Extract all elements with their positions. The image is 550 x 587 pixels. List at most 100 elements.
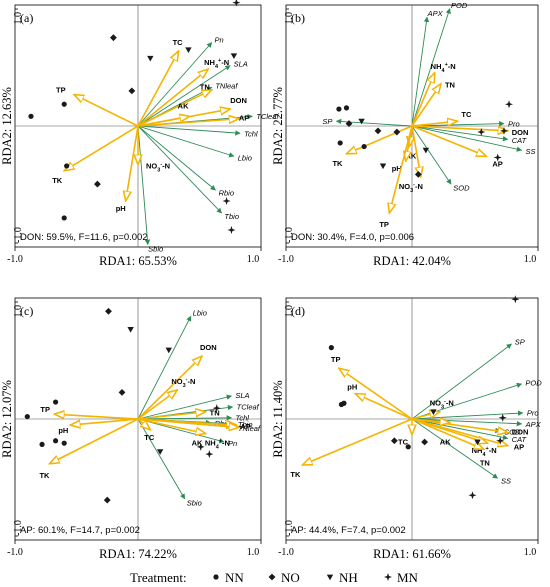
env-vector-label: TK — [39, 471, 50, 480]
env-vector-ap — [137, 119, 239, 127]
env-vector-label: TC — [461, 110, 472, 119]
env-vector-label: AK — [192, 439, 203, 448]
env-vector-ak — [411, 419, 450, 423]
x-axis-label: RDA1: 74.22% — [99, 547, 177, 561]
sample-point-mn — [477, 128, 486, 137]
panel-label: (c) — [20, 304, 33, 318]
y-tick-label: 1.0 — [13, 305, 24, 318]
response-vector-label: Lbio — [238, 153, 252, 162]
sample-point-no — [390, 437, 398, 445]
env-vector-tn — [137, 90, 212, 127]
env-vector-label: NH4+-N — [204, 58, 229, 70]
env-vector-tc — [411, 121, 457, 126]
legend-item-label: NN — [225, 570, 244, 585]
env-vector-tn — [411, 84, 441, 127]
response-vector-label: SOD — [504, 428, 521, 437]
response-vector-label: TCleaf — [256, 112, 279, 121]
sample-point-mn — [232, 0, 241, 7]
x-tick-label: 1.0 — [524, 254, 537, 265]
sample-point-nh — [230, 53, 238, 60]
stat-annotation: DON: 59.5%, F=11.6, p=0.002 — [20, 232, 148, 243]
response-vector-label: TNleaf — [238, 424, 261, 433]
sample-point-nn — [24, 413, 30, 420]
env-vector-label: TK — [52, 176, 63, 185]
env-vector-tn — [411, 418, 484, 449]
env-vector-label: TN — [445, 81, 455, 90]
response-vector-label: TNleaf — [215, 81, 238, 90]
response-vector-label: SS — [501, 477, 511, 486]
env-vector-label: AP — [492, 159, 502, 168]
response-vector-label: Sbio — [187, 498, 202, 507]
env-vector-label: TK — [332, 159, 343, 168]
sample-point-nn — [39, 441, 45, 448]
env-vector-nh4-n — [137, 418, 239, 427]
stat-annotation: AP: 60.1%, F=14.7, p=0.002 — [20, 525, 140, 536]
y-tick-label: -1.0 — [13, 520, 24, 536]
response-vector-label: SLA — [234, 59, 248, 68]
sample-point-mn — [499, 126, 508, 135]
x-tick-label: -1.0 — [7, 547, 23, 558]
response-vector-label: Tchl — [244, 130, 258, 139]
env-vector-ak — [137, 116, 190, 127]
x-tick-label: 1.0 — [524, 547, 537, 558]
env-vector-tc — [137, 418, 150, 430]
env-vector-tk — [64, 125, 139, 171]
sample-point-no — [421, 438, 428, 446]
env-vector-label: DON — [230, 96, 247, 105]
panel-label: (d) — [291, 304, 305, 318]
x-tick-label: -1.0 — [278, 254, 294, 265]
sample-point-nn — [52, 438, 59, 444]
sample-point-no — [110, 34, 117, 42]
x-axis-label: RDA1: 42.04% — [373, 254, 451, 268]
env-vector-label: NO3--N — [430, 399, 454, 411]
response-vector-label: Lbio — [193, 309, 207, 318]
response-vector-label: Pn — [228, 439, 237, 448]
sample-point-mn — [498, 413, 507, 422]
response-vector-apx — [411, 418, 523, 427]
response-vector-label: APX — [427, 9, 444, 18]
response-vector-sbio — [137, 418, 186, 500]
env-vector-tn — [137, 412, 206, 420]
env-vector-tc — [137, 51, 179, 127]
env-vector-label: NH4+-N — [472, 446, 497, 458]
response-vector-apx — [411, 16, 430, 127]
env-vector-label: TC — [173, 38, 184, 47]
env-vector-no3-n — [411, 125, 421, 177]
sample-point-nn — [61, 440, 67, 446]
sample-point-nh — [165, 347, 172, 354]
sample-point-nn — [64, 163, 70, 169]
env-vector-ap — [411, 125, 486, 156]
response-vector-tchl — [137, 415, 233, 421]
legend-marker-no — [268, 573, 276, 581]
env-vector-label: DON — [512, 427, 529, 436]
response-vector-label: SP — [322, 117, 332, 126]
env-vector-tp — [54, 414, 139, 419]
env-vector-nh4-n — [137, 69, 208, 127]
response-vector-cat — [411, 418, 509, 441]
response-vector-label: Tbio — [224, 212, 239, 221]
response-vector-sod — [411, 125, 452, 185]
sample-point-nn — [343, 105, 350, 111]
response-vector-label: Pro — [527, 409, 539, 418]
sample-point-no — [105, 307, 112, 315]
response-vector-label: APX — [525, 420, 542, 429]
sample-point-no — [414, 171, 422, 178]
sample-point-nh — [147, 55, 154, 62]
env-vector-label: AK — [440, 438, 451, 447]
env-vector-label: AP — [240, 422, 250, 431]
sample-point-mn — [212, 404, 221, 413]
response-vector-lbio — [137, 315, 192, 420]
env-vector-label: pH — [347, 383, 357, 392]
env-vector-label: TP — [40, 405, 50, 414]
env-vector-label: AK — [178, 101, 189, 110]
legend-item-label: NO — [281, 570, 300, 585]
env-vector-label: pH — [58, 426, 68, 435]
stat-annotation: DON: 30.4%, F=4.0, p=0.006 — [291, 232, 414, 243]
response-vector-cat — [411, 125, 509, 142]
env-vector-label: TP — [379, 220, 389, 229]
response-vector-sla — [137, 65, 231, 127]
response-vector-label: SS — [526, 147, 536, 156]
response-vector-label: SLA — [235, 391, 249, 400]
sample-point-nn — [61, 215, 67, 221]
